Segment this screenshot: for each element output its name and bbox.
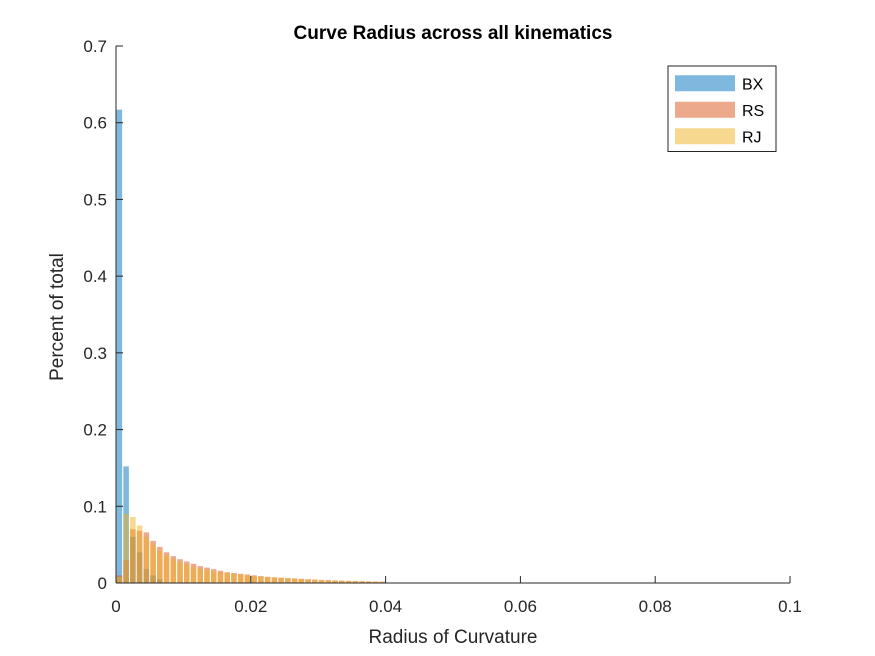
bar-rj-38 (372, 581, 379, 583)
bar-rj-34 (345, 580, 352, 583)
bar-layer (116, 109, 385, 584)
bar-rj-3 (136, 525, 143, 583)
bar-rj-9 (177, 562, 183, 583)
bar-rj-28 (305, 579, 311, 583)
x-tick-label: 0.06 (504, 597, 537, 616)
bar-rj-8 (170, 559, 177, 583)
bar-rj-1 (123, 513, 129, 583)
y-tick-label: 0.1 (83, 497, 107, 516)
bar-rj-18 (237, 574, 244, 583)
bar-rj-6 (157, 550, 163, 583)
bar-rj-37 (365, 581, 372, 583)
bar-rj-31 (325, 580, 332, 583)
bar-rj-26 (291, 578, 298, 583)
x-tick-label: 0.08 (639, 597, 672, 616)
bar-rj-7 (163, 555, 170, 583)
x-tick-label: 0.02 (234, 597, 267, 616)
y-tick-label: 0.4 (83, 267, 107, 286)
legend: BX RS RJ (667, 65, 777, 152)
bar-rj-14 (210, 571, 217, 583)
x-axis-label: Radius of Curvature (369, 627, 538, 648)
bar-rj-21 (258, 576, 264, 583)
bar-rj-27 (298, 579, 305, 583)
y-tick-label: 0 (98, 574, 107, 593)
legend-swatch-rs (675, 101, 735, 118)
bar-rj-36 (359, 581, 365, 583)
bar-rj-11 (190, 566, 197, 583)
chart-title: Curve Radius across all kinematics (294, 23, 613, 44)
bar-rj-0 (116, 576, 123, 583)
bar-rj-4 (143, 536, 150, 583)
bar-rj-16 (224, 573, 230, 583)
legend-swatch-rj (675, 128, 735, 145)
x-tick-label: 0 (111, 597, 120, 616)
legend-label-rs: RS (742, 103, 764, 120)
bar-rj-24 (278, 578, 284, 583)
bar-rj-10 (184, 564, 190, 583)
bar-rj-29 (312, 579, 318, 583)
tick-layer: 0 0.02 0.04 0.06 0.08 0.1 0 0.1 0.2 0.3 0.4 0.5 0.6 0… (83, 37, 801, 616)
bar-rj-5 (150, 544, 156, 583)
legend-label-bx: BX (742, 76, 764, 93)
axes (115, 46, 790, 584)
x-tick-label: 0.04 (369, 597, 402, 616)
bar-rj-30 (318, 580, 325, 583)
bar-rj-39 (379, 581, 385, 583)
bar-rj-12 (197, 568, 204, 583)
bar-rj-13 (204, 569, 210, 583)
y-tick-label: 0.7 (83, 37, 107, 56)
bar-rj-23 (271, 577, 278, 583)
bar-rj-17 (231, 573, 237, 583)
bar-rj-35 (352, 581, 359, 583)
bar-rj-20 (251, 576, 257, 583)
legend-label-rj: RJ (742, 129, 762, 146)
bar-rj-15 (217, 572, 224, 583)
bar-rj-2 (130, 517, 136, 583)
legend-swatch-bx (675, 75, 735, 92)
y-tick-label: 0.5 (83, 190, 107, 209)
bar-rj-19 (244, 575, 251, 583)
x-tick-label: 0.1 (778, 597, 802, 616)
y-axis-label: Percent of total (47, 253, 68, 381)
y-tick-label: 0.3 (83, 344, 107, 363)
y-tick-label: 0.2 (83, 421, 107, 440)
bar-bx-0 (116, 109, 123, 584)
y-tick-label: 0.6 (83, 114, 107, 133)
bar-rj-25 (285, 578, 291, 583)
bar-rj-33 (339, 580, 345, 583)
bar-rj-22 (264, 576, 271, 583)
bar-rj-32 (332, 580, 338, 583)
